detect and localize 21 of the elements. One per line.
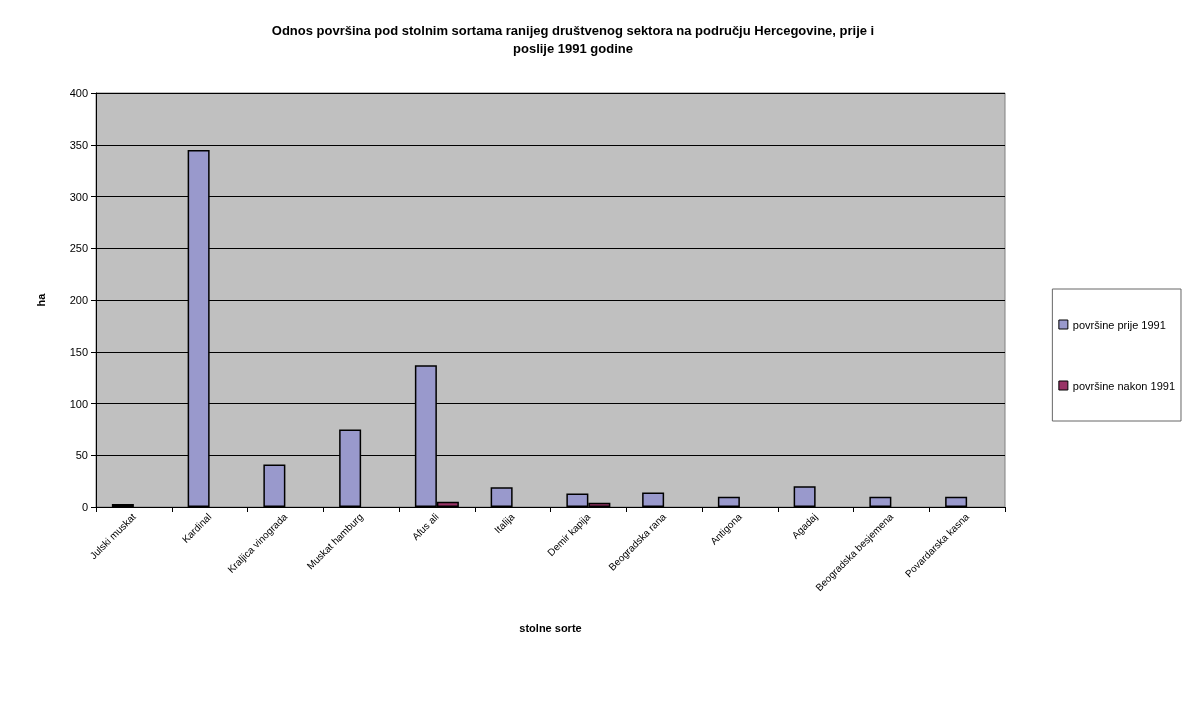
y-tick-label: 50 [75,449,88,462]
bar [945,496,968,507]
y-tick-label: 100 [69,397,88,410]
y-axis-title: ha [34,292,47,307]
chart-title: Odnos površina pod stolnim sortama ranijeg društvenog sektora na području Hercegovine, prije i poslije 1991 godine [271,22,875,56]
bar [717,496,740,507]
y-tick-label: 250 [69,242,88,255]
legend-label: površine prije 1991 [1072,318,1166,331]
legend-label: površine nakon 1991 [1072,379,1176,392]
y-tick-label: 200 [69,294,88,306]
bar [263,464,286,507]
y-tick-label: 400 [69,87,88,99]
x-axis-title: stolne sorte [519,621,582,634]
y-tick-label: 300 [69,190,88,203]
bar [490,487,513,507]
bar [793,486,816,507]
bar [869,496,892,507]
bar [642,492,665,507]
y-tick-label: 350 [69,138,88,151]
y-tick-label: 0 [81,501,88,513]
y-tick-label: 150 [69,345,88,358]
